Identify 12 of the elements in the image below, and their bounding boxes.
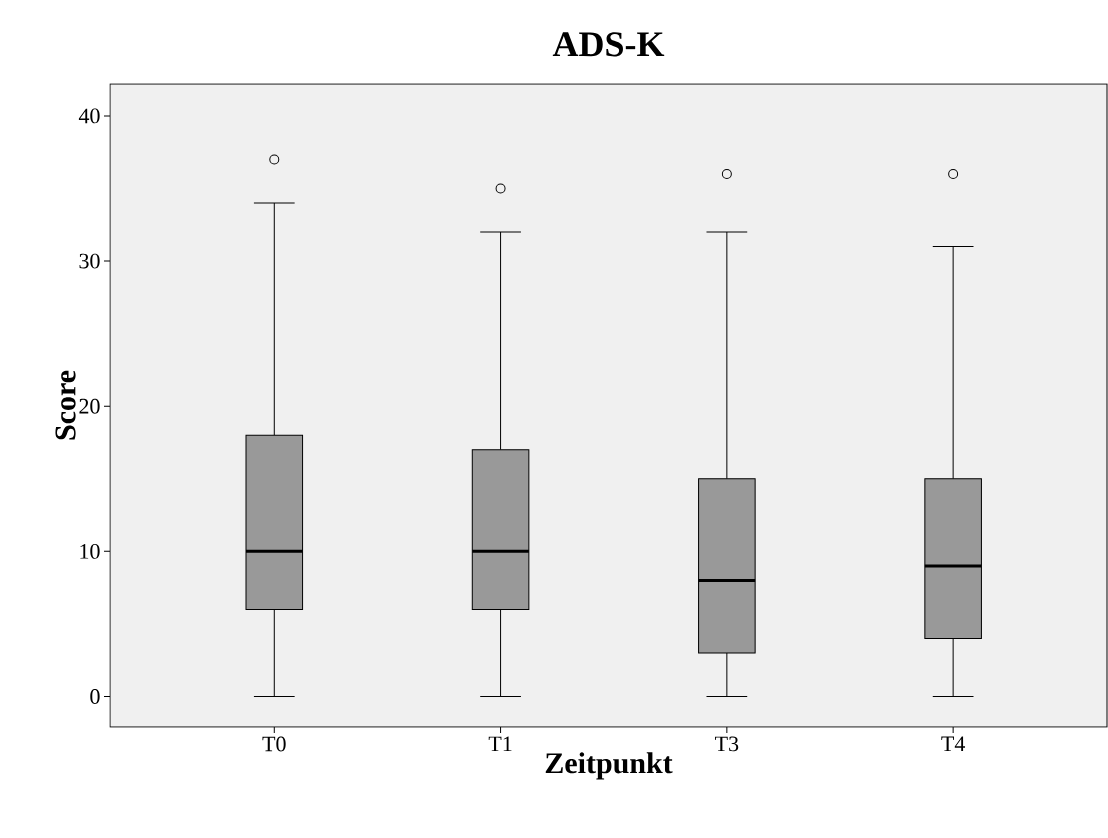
- y-tick-label: 10: [80, 543, 100, 559]
- y-tick-label: 20: [79, 398, 100, 414]
- x-axis-title: Zeitpunkt: [545, 752, 673, 780]
- y-tick-label: 30: [79, 253, 100, 269]
- y-tick-label: 0: [90, 689, 100, 704]
- x-tick-label: T1: [488, 736, 512, 752]
- y-tick-label: 40: [78, 108, 100, 124]
- y-axis-title: Score: [55, 370, 76, 440]
- chart-title: ADS-K: [552, 32, 665, 57]
- x-tick-label: T4: [941, 736, 966, 752]
- x-tick-label: T3: [715, 736, 739, 752]
- x-tick-label: T0: [262, 736, 286, 752]
